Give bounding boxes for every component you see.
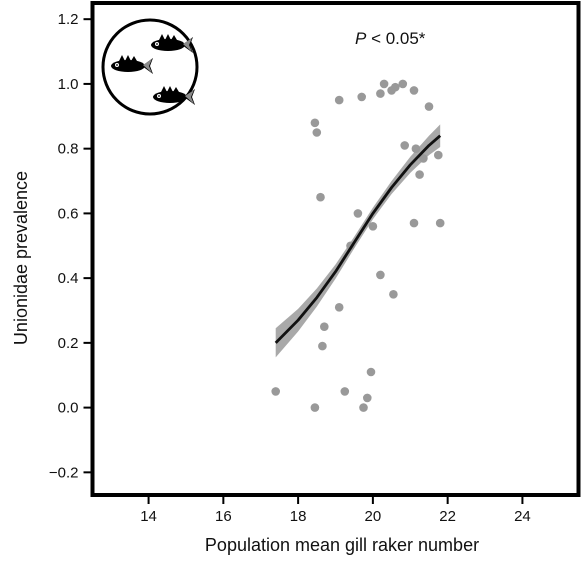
fish-inset	[101, 18, 199, 116]
data-point	[340, 387, 350, 396]
data-point	[389, 290, 398, 299]
data-point	[415, 170, 424, 179]
p-value-annotation: P < 0.05*	[355, 29, 426, 48]
fish-icon	[111, 55, 153, 74]
y-tick-label: 0.4	[58, 270, 79, 287]
data-point	[379, 79, 389, 89]
data-point	[320, 322, 329, 332]
y-tick-label: 0.0	[58, 400, 79, 417]
data-point	[376, 270, 385, 280]
data-point	[316, 192, 325, 202]
data-point	[424, 102, 434, 111]
data-point	[419, 154, 428, 163]
data-point	[366, 367, 376, 377]
data-point	[312, 128, 322, 137]
x-tick-label: 24	[514, 508, 531, 525]
data-point	[391, 82, 400, 92]
x-tick-label: 22	[439, 508, 456, 525]
data-point	[376, 89, 385, 98]
data-point	[310, 403, 320, 412]
plot-frame	[90, 1, 581, 497]
y-tick-label: 1.2	[58, 11, 79, 28]
x-tick-label: 18	[290, 508, 307, 525]
y-tick-label: 0.6	[58, 205, 79, 222]
data-point	[409, 218, 419, 228]
x-axis: 14 16 18 20 22 24	[140, 495, 531, 525]
x-tick-label: 20	[365, 508, 382, 525]
data-point	[318, 341, 327, 351]
fit-line-layer	[274, 134, 442, 344]
y-tick-label: −0.2	[49, 464, 79, 481]
p-value-rest: < 0.05*	[366, 29, 425, 48]
y-axis-title: Unionidae prevalence	[11, 171, 31, 345]
data-point	[271, 387, 281, 396]
data-point	[363, 393, 372, 403]
fish-icon	[153, 86, 195, 105]
p-value-italic: P	[355, 29, 367, 48]
data-point	[434, 150, 443, 160]
data-point	[353, 209, 363, 218]
x-tick-label: 16	[215, 508, 232, 525]
y-axis: −0.2 0.0 0.2 0.4 0.6 0.8 1.0 1.2	[49, 11, 93, 481]
data-point	[398, 79, 408, 89]
fit-line	[274, 134, 442, 344]
x-axis-title: Population mean gill raker number	[205, 535, 479, 555]
data-point	[409, 86, 419, 95]
data-point	[368, 222, 378, 231]
data-point	[400, 141, 410, 150]
data-point	[411, 144, 421, 153]
data-point	[310, 118, 320, 128]
y-tick-label: 0.2	[58, 335, 79, 352]
fish-icon	[151, 34, 193, 53]
data-point	[435, 218, 445, 228]
y-tick-label: 0.8	[58, 141, 79, 158]
data-point	[334, 95, 344, 105]
data-point	[357, 92, 367, 102]
data-point	[334, 303, 344, 312]
y-tick-label: 1.0	[58, 76, 79, 93]
data-point	[359, 403, 368, 412]
data-points	[271, 79, 445, 412]
x-tick-label: 14	[140, 508, 157, 525]
